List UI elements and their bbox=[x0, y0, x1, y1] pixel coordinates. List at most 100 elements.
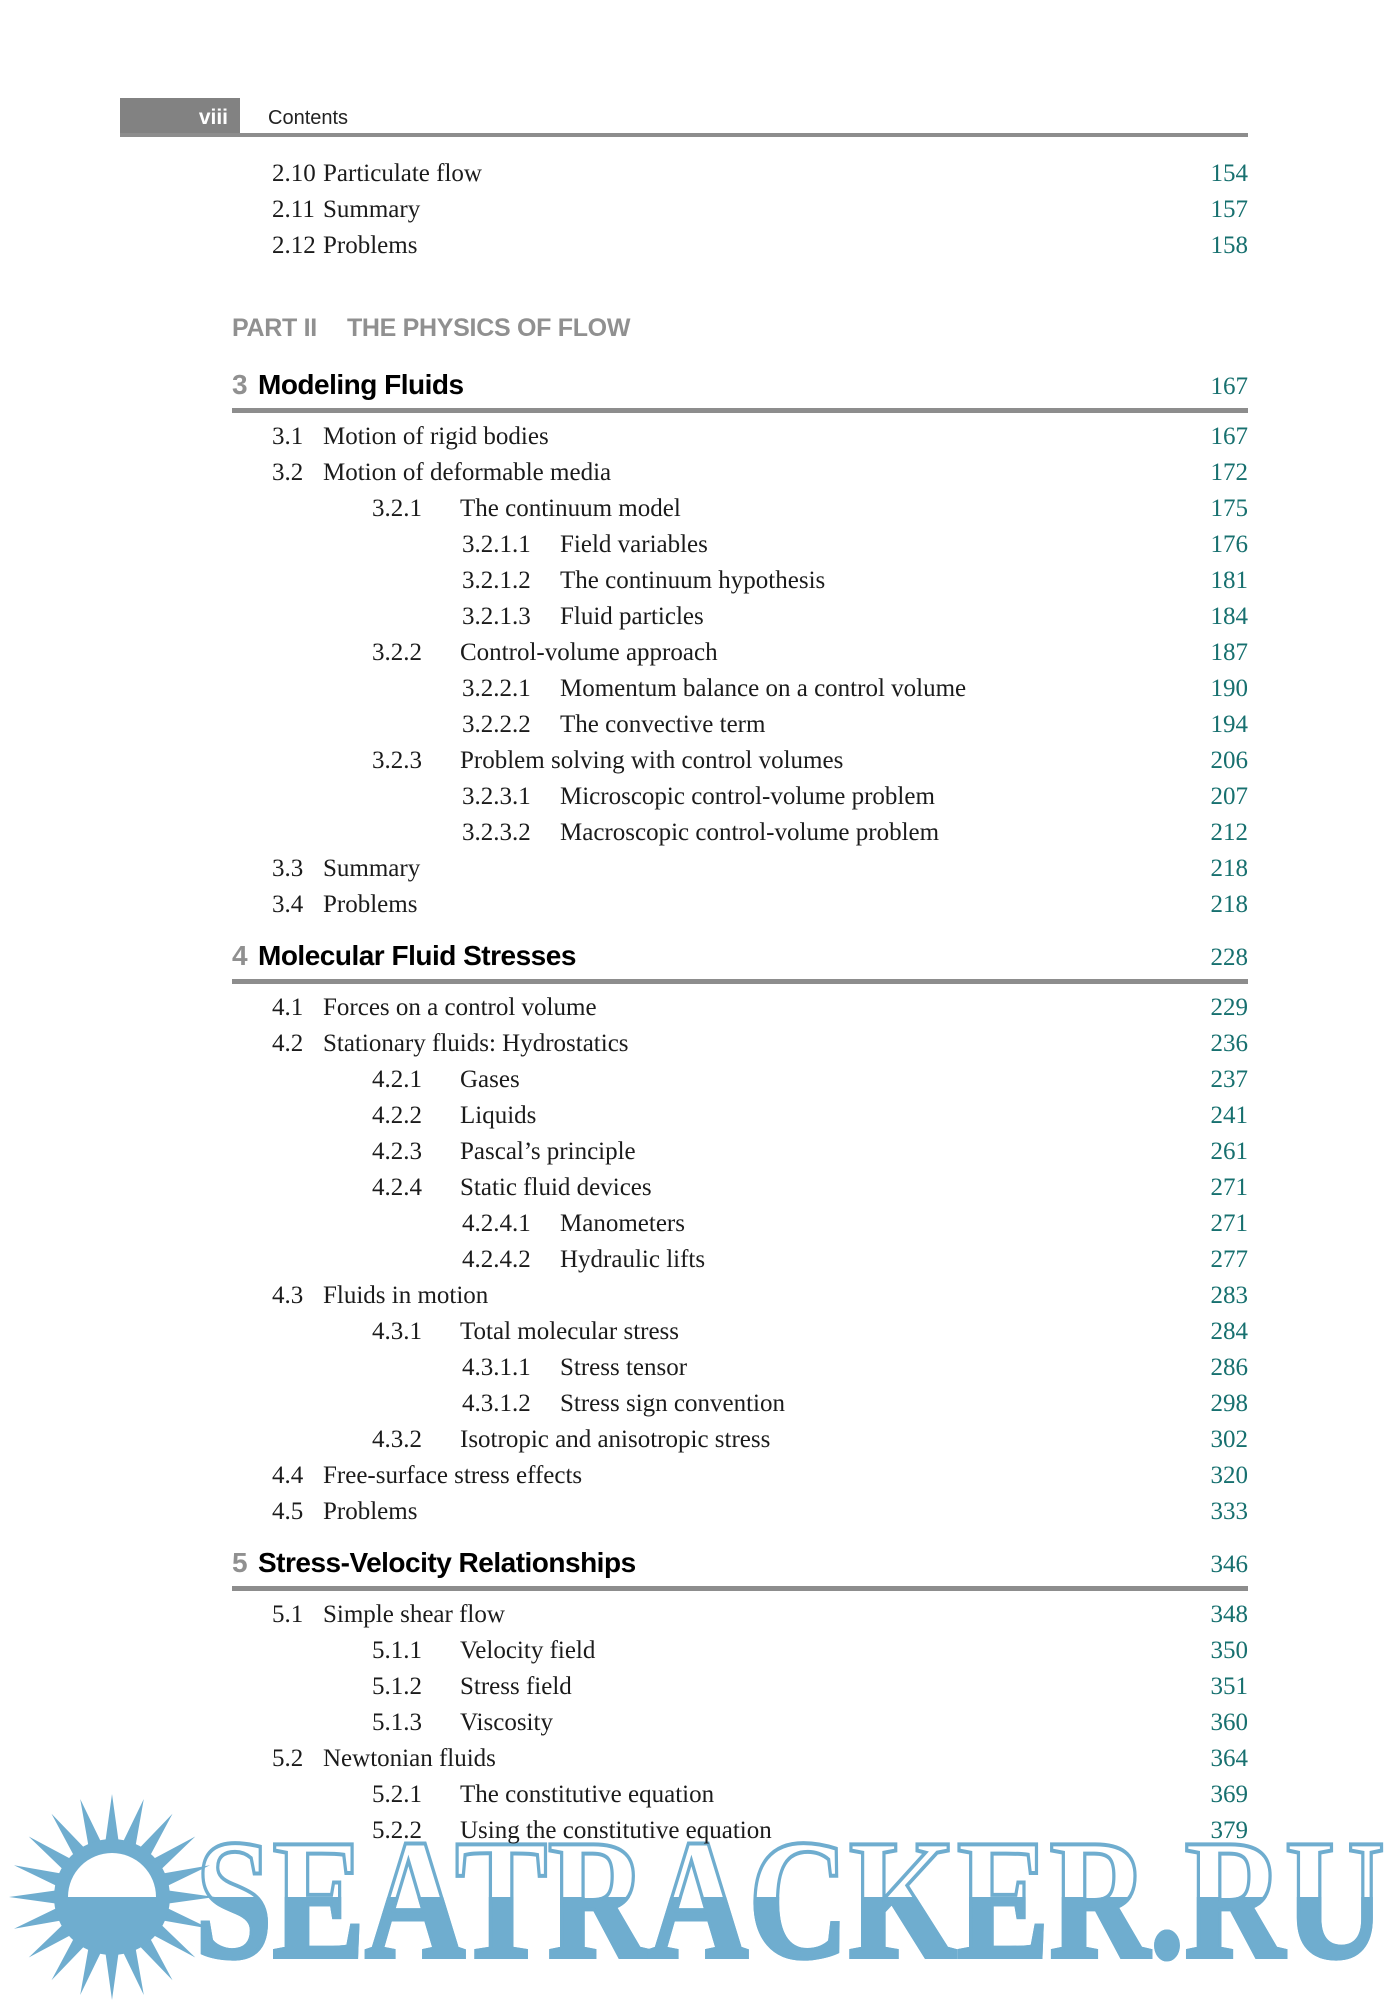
toc-entry: 3.2.3.2 Macroscopic control-volume proble… bbox=[232, 815, 1248, 851]
chapter-rule bbox=[232, 979, 1248, 984]
toc-entry: 4.2.1 Gases 237 bbox=[232, 1062, 1248, 1098]
toc-entry: 3.2 Motion of deformable media 172 bbox=[232, 455, 1248, 491]
entry-title: Simple shear flow bbox=[323, 1601, 505, 1628]
part-label: PART II bbox=[232, 314, 317, 342]
entry-number: 3.2.1.1 bbox=[462, 531, 531, 558]
entry-title: Motion of rigid bodies bbox=[323, 423, 549, 450]
toc-entry: 3.2.1.1 Field variables 176 bbox=[232, 527, 1248, 563]
entry-title: Control-volume approach bbox=[460, 639, 718, 666]
entry-page: 154 bbox=[1210, 160, 1249, 187]
watermark-text-fill: SEATRACKER.RU bbox=[195, 1805, 1385, 1995]
chapter-block: 5 Stress-Velocity Relationships 346 5.1 Simp… bbox=[232, 1544, 1248, 1849]
entry-title: Gases bbox=[460, 1066, 520, 1093]
entry-number: 3.2.2 bbox=[372, 639, 422, 666]
toc-entry: 2.11 Summary 157 bbox=[232, 192, 1248, 228]
entry-page: 350 bbox=[1210, 1637, 1249, 1664]
entry-number: 5.2.1 bbox=[372, 1781, 422, 1808]
entry-number: 3.1 bbox=[272, 423, 304, 450]
toc-entry: 4.1 Forces on a control volume 229 bbox=[232, 990, 1248, 1026]
entry-page: 218 bbox=[1210, 891, 1249, 918]
entry-page: 271 bbox=[1210, 1210, 1249, 1237]
toc-entry: 5.1.2 Stress field 351 bbox=[232, 1669, 1248, 1705]
chapter-heading: 4 Molecular Fluid Stresses 228 bbox=[232, 937, 1248, 975]
entry-number: 4.2.4.2 bbox=[462, 1246, 531, 1273]
entry-page: 283 bbox=[1210, 1282, 1249, 1309]
entry-title: Summary bbox=[323, 855, 421, 882]
entry-page: 175 bbox=[1210, 495, 1249, 522]
entry-title: Forces on a control volume bbox=[323, 994, 597, 1021]
entry-page: 237 bbox=[1210, 1066, 1249, 1093]
toc-entry: 3.2.2.1 Momentum balance on a control vol… bbox=[232, 671, 1248, 707]
entry-title: Manometers bbox=[560, 1210, 685, 1237]
entry-number: 4.2.2 bbox=[372, 1102, 422, 1129]
entry-number: 5.1 bbox=[272, 1601, 304, 1628]
toc-entry: 2.12 Problems 158 bbox=[232, 228, 1248, 264]
entry-page: 333 bbox=[1210, 1498, 1249, 1525]
chapter-block: 4 Molecular Fluid Stresses 228 4.1 Forces on… bbox=[232, 937, 1248, 1530]
entry-page: 157 bbox=[1210, 196, 1249, 223]
entry-page: 351 bbox=[1210, 1673, 1249, 1700]
entry-page: 271 bbox=[1210, 1174, 1249, 1201]
entry-number: 3.2.3 bbox=[372, 747, 422, 774]
toc-entry: 3.2.2.2 The convective term 194 bbox=[232, 707, 1248, 743]
entry-title: Fluid particles bbox=[560, 603, 704, 630]
entry-page: 184 bbox=[1210, 603, 1249, 630]
entry-title: The constitutive equation bbox=[460, 1781, 715, 1808]
toc-entry: 3.4 Problems 218 bbox=[232, 887, 1248, 923]
chapter-list: 3 Modeling Fluids 167 3.1 Motion of rigid bo… bbox=[232, 366, 1248, 1849]
chapter-page: 167 bbox=[1210, 373, 1249, 400]
toc-entry: 4.2.4 Static fluid devices 271 bbox=[232, 1170, 1248, 1206]
entry-page: 206 bbox=[1210, 747, 1249, 774]
toc-entry: 3.2.1 The continuum model 175 bbox=[232, 491, 1248, 527]
entry-page: 364 bbox=[1210, 1745, 1249, 1772]
entry-number: 3.3 bbox=[272, 855, 304, 882]
entry-page: 194 bbox=[1210, 711, 1249, 738]
entry-title: Summary bbox=[323, 196, 421, 223]
chapter-block: 3 Modeling Fluids 167 3.1 Motion of rigid bo… bbox=[232, 366, 1248, 923]
entry-page: 181 bbox=[1210, 567, 1249, 594]
front-entries: 2.10 Particulate flow 154 2.11 Summary 157 2.1… bbox=[232, 156, 1248, 264]
toc-entry: 4.3.2 Isotropic and anisotropic stress 302 bbox=[232, 1422, 1248, 1458]
entry-number: 2.10 bbox=[272, 160, 316, 187]
header-rule bbox=[120, 133, 1248, 137]
entry-title: The convective term bbox=[560, 711, 766, 738]
entry-page: 320 bbox=[1210, 1462, 1249, 1489]
entry-number: 4.2.1 bbox=[372, 1066, 422, 1093]
toc-entry: 4.3.1.2 Stress sign convention 298 bbox=[232, 1386, 1248, 1422]
chapter-number: 3 bbox=[232, 369, 248, 400]
entry-page: 167 bbox=[1210, 423, 1249, 450]
toc-entry: 4.4 Free-surface stress effects 320 bbox=[232, 1458, 1248, 1494]
entry-page: 284 bbox=[1210, 1318, 1249, 1345]
entry-title: Stress tensor bbox=[560, 1354, 688, 1381]
chapter-title: Stress-Velocity Relationships bbox=[258, 1547, 636, 1578]
entry-title: Motion of deformable media bbox=[323, 459, 612, 486]
entry-title: Liquids bbox=[460, 1102, 537, 1129]
toc-entry: 4.3.1.1 Stress tensor 286 bbox=[232, 1350, 1248, 1386]
toc-entry: 5.1.3 Viscosity 360 bbox=[232, 1705, 1248, 1741]
entry-title: Problems bbox=[323, 1498, 418, 1525]
entry-title: Viscosity bbox=[460, 1709, 553, 1736]
toc-entry: 5.1 Simple shear flow 348 bbox=[232, 1597, 1248, 1633]
entry-number: 3.2 bbox=[272, 459, 304, 486]
entry-number: 3.2.3.1 bbox=[462, 783, 531, 810]
entry-number: 5.1.3 bbox=[372, 1709, 422, 1736]
toc-entry: 4.5 Problems 333 bbox=[232, 1494, 1248, 1530]
entry-number: 4.3.2 bbox=[372, 1426, 422, 1453]
chapter-number: 5 bbox=[232, 1547, 248, 1578]
part-title: THE PHYSICS OF FLOW bbox=[346, 314, 631, 342]
entry-page: 229 bbox=[1210, 994, 1249, 1021]
entry-number: 3.2.2.2 bbox=[462, 711, 531, 738]
entry-page: 176 bbox=[1210, 531, 1249, 558]
entry-title: The continuum model bbox=[460, 495, 681, 522]
entry-number: 4.2.4 bbox=[372, 1174, 422, 1201]
chapter-title: Modeling Fluids bbox=[258, 369, 464, 400]
toc-entry: 5.1.1 Velocity field 350 bbox=[232, 1633, 1248, 1669]
entry-page: 298 bbox=[1210, 1390, 1249, 1417]
chapter-number: 4 bbox=[232, 940, 248, 971]
entry-number: 3.2.3.2 bbox=[462, 819, 531, 846]
entry-title: Hydraulic lifts bbox=[560, 1246, 706, 1273]
chapter-page: 228 bbox=[1210, 944, 1249, 971]
entry-number: 2.11 bbox=[272, 196, 315, 223]
watermark-text-outline: SEATRACKER.RU bbox=[195, 1805, 1385, 1995]
entry-number: 4.2 bbox=[272, 1030, 304, 1057]
